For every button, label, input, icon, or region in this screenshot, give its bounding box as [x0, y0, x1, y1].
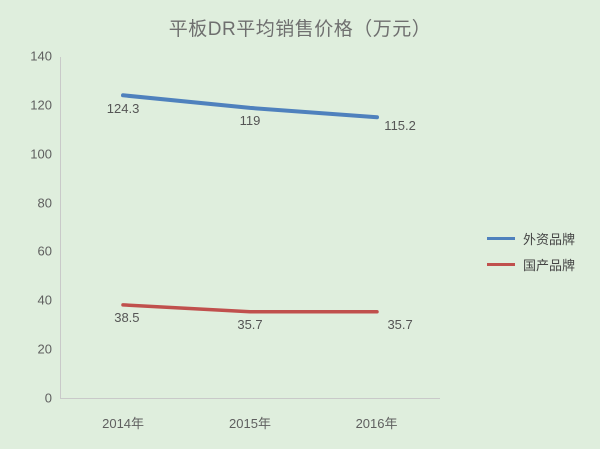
y-tick-label: 140	[30, 48, 52, 64]
y-gridline-120: 120	[30, 97, 440, 112]
data-label-domestic-2014: 38.5	[114, 310, 140, 325]
y-tick-label: 0	[44, 390, 52, 406]
legend-swatch-icon	[487, 236, 515, 240]
y-gridline-60: 60	[38, 244, 440, 259]
data-label-foreign-2016: 115.2	[384, 118, 416, 133]
y-tick-label: 100	[30, 146, 52, 162]
y-axis-line	[60, 57, 61, 399]
legend-swatch-icon	[487, 262, 515, 266]
y-tick-label: 80	[37, 195, 52, 211]
y-gridline-80: 80	[38, 195, 440, 210]
data-label-domestic-2015: 35.7	[237, 317, 263, 332]
y-tick-label: 40	[37, 292, 52, 308]
chart-title: 平板DR平均销售价格（万元）	[168, 19, 432, 40]
y-gridline-0: 0	[45, 391, 440, 406]
data-label-foreign-2014: 124.3	[106, 101, 140, 116]
legend-item-domestic[interactable]: 国产品牌	[487, 251, 597, 277]
legend-item-foreign[interactable]: 外资品牌	[487, 225, 597, 251]
x-tick-label-2015: 2015年	[229, 416, 271, 431]
series-line-foreign	[121, 93, 379, 120]
plot-area: 0 20 40 60 80 100 120 140 2014年 2015年 20…	[30, 49, 440, 431]
legend-label-domestic: 国产品牌	[523, 257, 576, 273]
y-gridline-20: 20	[38, 342, 440, 357]
y-tick-label: 120	[30, 97, 52, 113]
x-axis-line	[60, 398, 440, 399]
y-tick-label: 60	[37, 243, 52, 259]
data-label-foreign-2015: 119	[239, 113, 261, 128]
series-line-domestic	[121, 303, 379, 314]
legend-label-foreign: 外资品牌	[523, 231, 576, 247]
y-gridline-100: 100	[30, 146, 440, 161]
x-tick-label-2014: 2014年	[102, 416, 145, 431]
chart-legend: 外资品牌 国产品牌	[487, 225, 597, 277]
x-tick-label-2016: 2016年	[355, 416, 398, 431]
series-lines	[121, 93, 379, 314]
y-gridline-140: 140	[30, 49, 440, 64]
y-gridline-40: 40	[38, 293, 440, 308]
data-label-domestic-2016: 35.7	[387, 317, 413, 332]
y-tick-label: 20	[37, 341, 52, 357]
